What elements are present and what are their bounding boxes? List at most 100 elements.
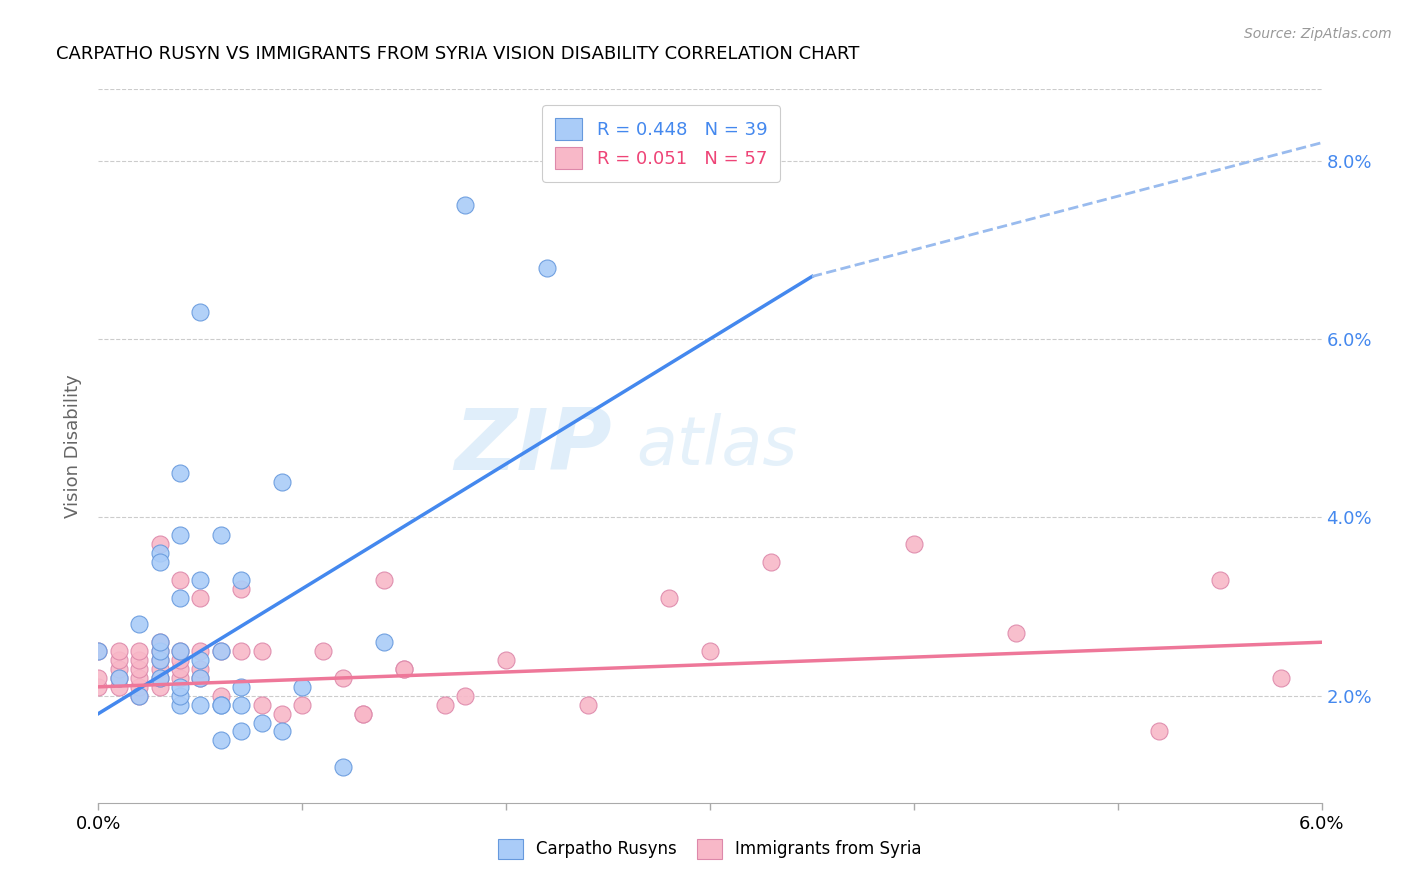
Point <box>169 680 191 694</box>
Point <box>188 662 212 676</box>
Point <box>169 528 191 542</box>
Point <box>87 671 110 685</box>
Point <box>128 644 150 658</box>
Point <box>1147 724 1170 739</box>
Point <box>108 644 131 658</box>
Point <box>270 475 292 489</box>
Point <box>128 617 150 632</box>
Point <box>149 555 172 569</box>
Point <box>250 698 273 712</box>
Point <box>149 653 172 667</box>
Point <box>188 698 212 712</box>
Point <box>332 671 354 685</box>
Point <box>209 528 232 542</box>
Point <box>87 680 110 694</box>
Point <box>149 644 172 658</box>
Point <box>231 698 253 712</box>
Point <box>128 680 150 694</box>
Point <box>149 671 172 685</box>
Point <box>454 689 477 703</box>
Text: atlas: atlas <box>637 413 797 479</box>
Point <box>291 680 314 694</box>
Point <box>1208 573 1232 587</box>
Point <box>188 573 212 587</box>
Point <box>128 653 150 667</box>
Point <box>108 671 131 685</box>
Point <box>1270 671 1292 685</box>
Point <box>352 706 374 721</box>
Point <box>169 466 191 480</box>
Point <box>108 653 131 667</box>
Point <box>291 698 314 712</box>
Point <box>209 698 232 712</box>
Point <box>311 644 335 658</box>
Point <box>108 680 131 694</box>
Point <box>699 644 721 658</box>
Point <box>392 662 416 676</box>
Point <box>209 644 232 658</box>
Point <box>250 644 273 658</box>
Point <box>495 653 517 667</box>
Point <box>169 662 191 676</box>
Point <box>188 653 212 667</box>
Point <box>149 653 172 667</box>
Point <box>149 537 172 551</box>
Point <box>231 573 253 587</box>
Point <box>209 698 232 712</box>
Point <box>169 644 191 658</box>
Point <box>108 662 131 676</box>
Point <box>231 644 253 658</box>
Point <box>536 260 558 275</box>
Point <box>188 644 212 658</box>
Text: CARPATHO RUSYN VS IMMIGRANTS FROM SYRIA VISION DISABILITY CORRELATION CHART: CARPATHO RUSYN VS IMMIGRANTS FROM SYRIA … <box>56 45 859 62</box>
Point <box>149 662 172 676</box>
Point <box>149 680 172 694</box>
Point <box>209 689 232 703</box>
Point <box>87 644 110 658</box>
Point <box>149 644 172 658</box>
Point <box>209 644 232 658</box>
Point <box>169 698 191 712</box>
Point <box>433 698 456 712</box>
Point <box>373 635 395 649</box>
Point <box>188 591 212 605</box>
Point <box>658 591 681 605</box>
Point <box>352 706 374 721</box>
Text: Source: ZipAtlas.com: Source: ZipAtlas.com <box>1244 27 1392 41</box>
Point <box>149 635 172 649</box>
Point <box>188 305 212 319</box>
Point <box>169 671 191 685</box>
Point <box>149 635 172 649</box>
Point <box>128 662 150 676</box>
Point <box>169 689 191 703</box>
Point <box>169 644 191 658</box>
Point <box>149 546 172 560</box>
Point <box>903 537 925 551</box>
Point <box>270 706 292 721</box>
Point <box>87 644 110 658</box>
Point <box>149 671 172 685</box>
Legend: Carpatho Rusyns, Immigrants from Syria: Carpatho Rusyns, Immigrants from Syria <box>492 832 928 866</box>
Point <box>169 591 191 605</box>
Point <box>231 724 253 739</box>
Point <box>188 671 212 685</box>
Point <box>761 555 783 569</box>
Point <box>188 671 212 685</box>
Point <box>231 680 253 694</box>
Point <box>454 198 477 212</box>
Point <box>128 671 150 685</box>
Point <box>576 698 599 712</box>
Point <box>169 573 191 587</box>
Point <box>1004 626 1026 640</box>
Point <box>373 573 395 587</box>
Point <box>332 760 354 774</box>
Y-axis label: Vision Disability: Vision Disability <box>63 374 82 518</box>
Point <box>250 715 273 730</box>
Point <box>108 671 131 685</box>
Point <box>392 662 416 676</box>
Text: ZIP: ZIP <box>454 404 612 488</box>
Point <box>128 689 150 703</box>
Point <box>169 653 191 667</box>
Point <box>128 689 150 703</box>
Point <box>209 733 232 747</box>
